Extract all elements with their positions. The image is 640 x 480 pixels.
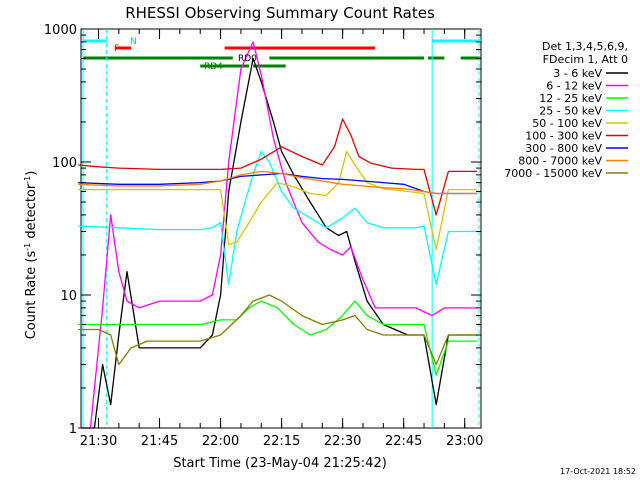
flag-label-rd0: RD0 bbox=[238, 54, 257, 64]
series-line-1 bbox=[78, 41, 477, 429]
footer-date: 17-Oct-2021 18:52 bbox=[560, 467, 636, 476]
legend-label: 6 - 12 keV bbox=[546, 80, 602, 93]
x-tick-label: 22:45 bbox=[385, 434, 422, 449]
x-tick-label: 22:00 bbox=[202, 434, 239, 449]
plot-border bbox=[80, 28, 482, 429]
legend-label: 7000 - 15000 keV bbox=[504, 167, 602, 180]
series-line-3 bbox=[78, 150, 477, 286]
x-axis-label: Start Time (23-May-04 21:25:42) bbox=[173, 456, 387, 471]
y-tick-label: 1 bbox=[69, 422, 77, 437]
y-axis-ticks: 1 10 100 1000 bbox=[44, 23, 481, 437]
x-tick-label: 21:45 bbox=[141, 434, 178, 449]
x-tick-label: 21:30 bbox=[80, 434, 117, 449]
legend-label: 300 - 800 keV bbox=[525, 142, 602, 155]
legend-label: 3 - 6 keV bbox=[553, 67, 602, 80]
series-line-7 bbox=[78, 170, 477, 195]
flag-label-rd4: RD4 bbox=[204, 62, 223, 72]
plot-frame bbox=[80, 28, 482, 429]
legend-label: 25 - 50 keV bbox=[539, 105, 602, 118]
flag-label-n: N bbox=[130, 37, 137, 47]
series-line-8 bbox=[78, 294, 477, 366]
series-line-5 bbox=[78, 118, 477, 216]
y-axis-label: Count Rate (s-1 detector-1) bbox=[23, 171, 39, 340]
x-tick-label: 22:30 bbox=[324, 434, 361, 449]
legend-label: 100 - 300 keV bbox=[525, 130, 602, 143]
x-tick-label: 22:15 bbox=[263, 434, 300, 449]
series-line-4 bbox=[78, 150, 477, 251]
series-line-0 bbox=[78, 57, 477, 429]
legend-label: 12 - 25 keV bbox=[539, 92, 602, 105]
legend-header-line-2: FDecim 1, Att 0 bbox=[543, 53, 628, 66]
y-tick-label: 100 bbox=[52, 156, 77, 171]
legend-header-line-1: Det 1,3,4,5,6,9, bbox=[542, 40, 628, 53]
flag-label-f: F bbox=[114, 44, 119, 54]
x-axis-ticks: 21:30 21:45 22:00 22:15 22:30 22:45 23:00 bbox=[80, 29, 483, 449]
legend-label: 50 - 100 keV bbox=[532, 117, 602, 130]
x-tick-label: 23:00 bbox=[446, 434, 483, 449]
legend-label: 800 - 7000 keV bbox=[518, 155, 602, 168]
y-tick-label: 10 bbox=[60, 289, 77, 304]
y-tick-label: 1000 bbox=[44, 23, 77, 38]
chart-title: RHESSI Observing Summary Count Rates bbox=[125, 4, 435, 22]
series-lines bbox=[78, 41, 477, 429]
